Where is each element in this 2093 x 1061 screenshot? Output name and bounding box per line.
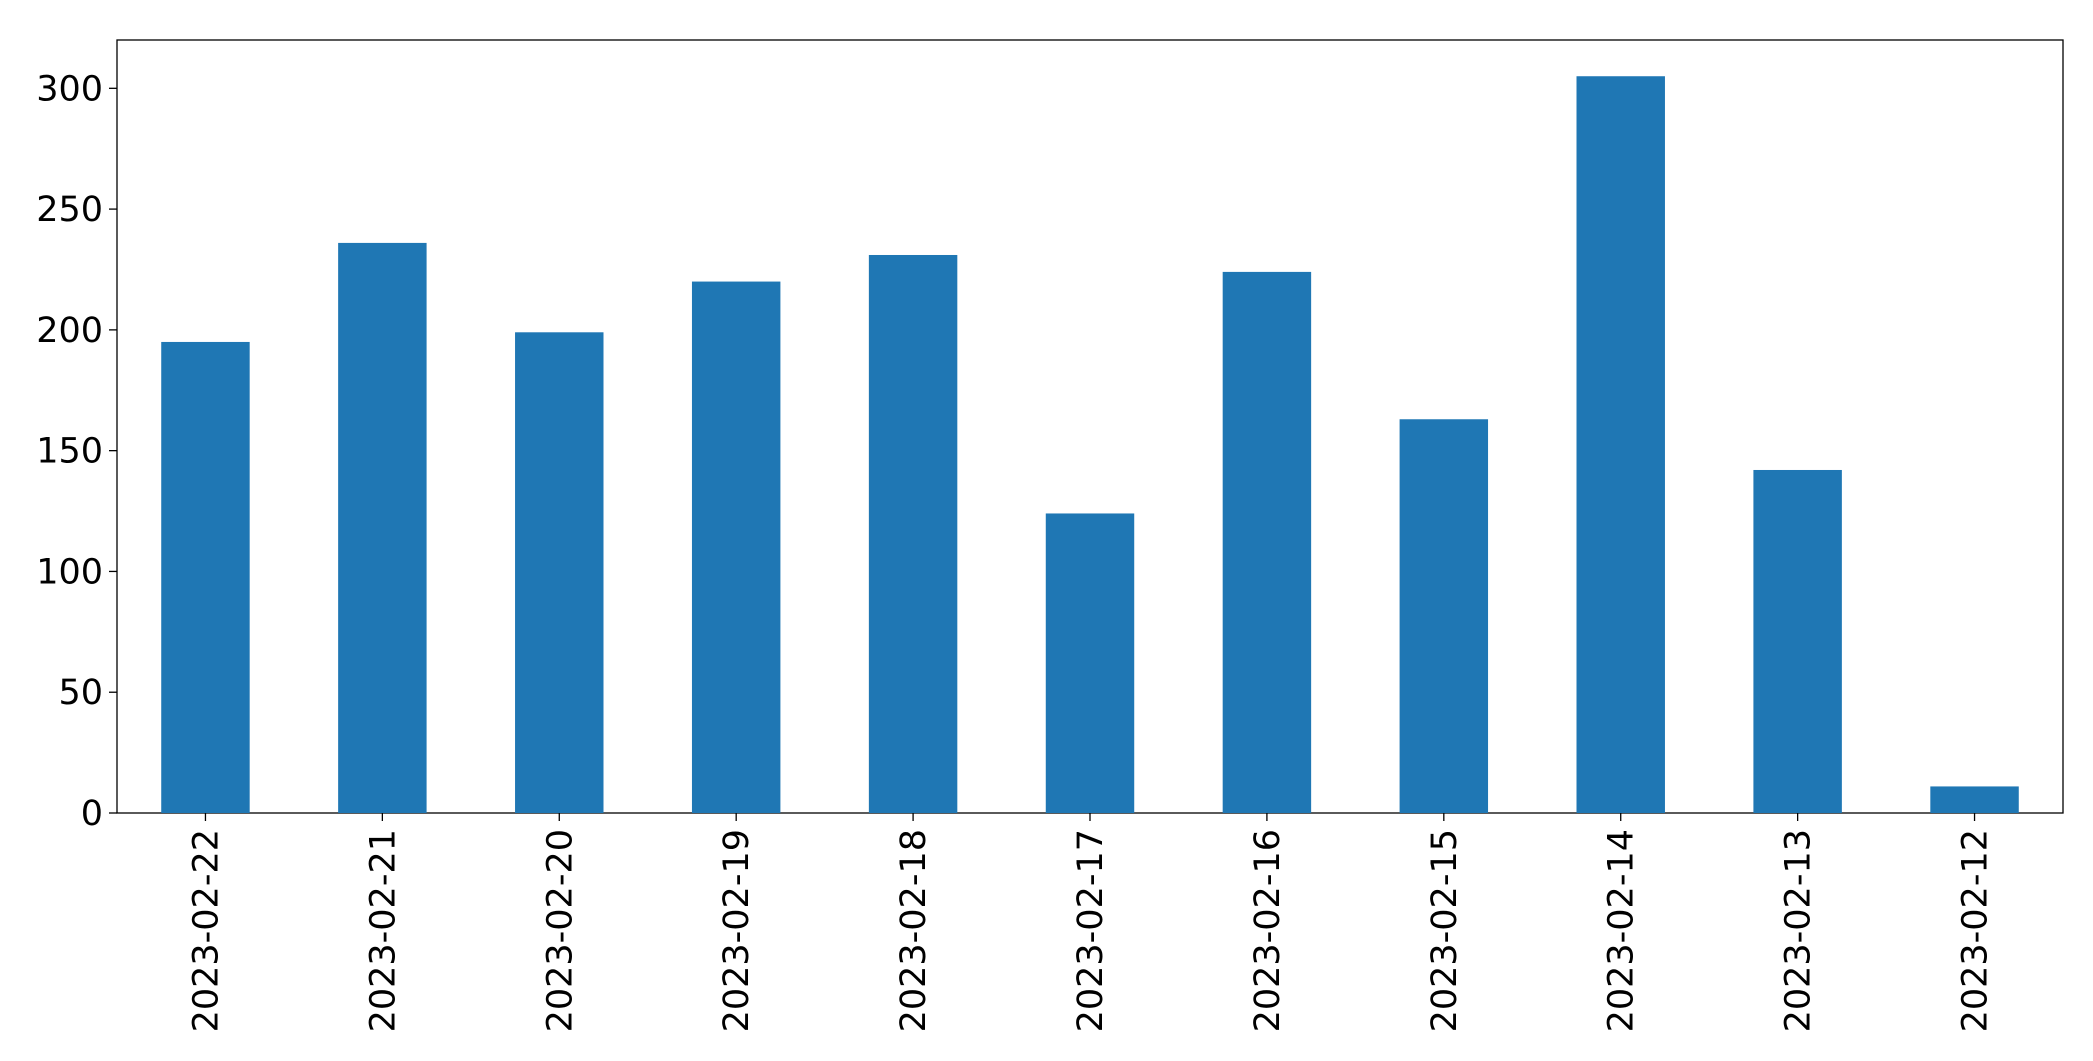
y-tick-label: 250	[36, 190, 103, 230]
x-tick-label: 2023-02-19	[717, 829, 757, 1032]
bar	[691, 281, 781, 813]
bar	[1930, 786, 2019, 813]
y-tick-label: 50	[58, 673, 103, 713]
x-tick-label: 2023-02-22	[186, 829, 226, 1032]
x-tick-label: 2023-02-16	[1248, 829, 1288, 1032]
x-tick-label: 2023-02-15	[1425, 829, 1465, 1032]
x-tick-label: 2023-02-14	[1602, 829, 1642, 1032]
x-tick-label: 2023-02-21	[363, 829, 403, 1032]
x-tick-label: 2023-02-20	[540, 829, 580, 1032]
bar	[515, 332, 604, 813]
x-tick-label: 2023-02-12	[1956, 829, 1996, 1032]
bar	[161, 341, 250, 813]
bar	[1576, 76, 1665, 813]
x-tick-label: 2023-02-17	[1071, 829, 1111, 1032]
y-tick-label: 0	[81, 794, 103, 834]
y-tick-label: 200	[36, 311, 103, 351]
x-tick-label: 2023-02-18	[894, 829, 934, 1032]
bar	[1222, 271, 1312, 813]
y-tick-label: 150	[36, 432, 103, 472]
x-tick-label: 2023-02-13	[1779, 829, 1819, 1032]
bar	[1045, 513, 1135, 813]
y-tick-label: 300	[36, 69, 103, 109]
bar	[868, 254, 958, 814]
y-tick-label: 100	[36, 552, 103, 592]
bar	[1753, 469, 1842, 813]
bar	[338, 242, 427, 814]
bar	[1399, 419, 1489, 813]
